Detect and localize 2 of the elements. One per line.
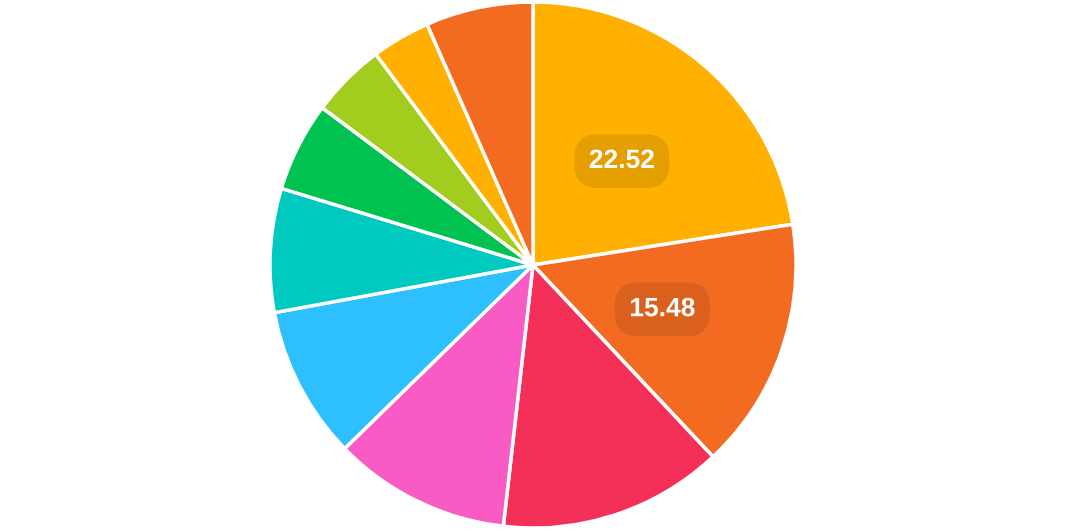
- data-label: 22.52: [589, 149, 654, 169]
- data-label: 15.48: [631, 297, 695, 317]
